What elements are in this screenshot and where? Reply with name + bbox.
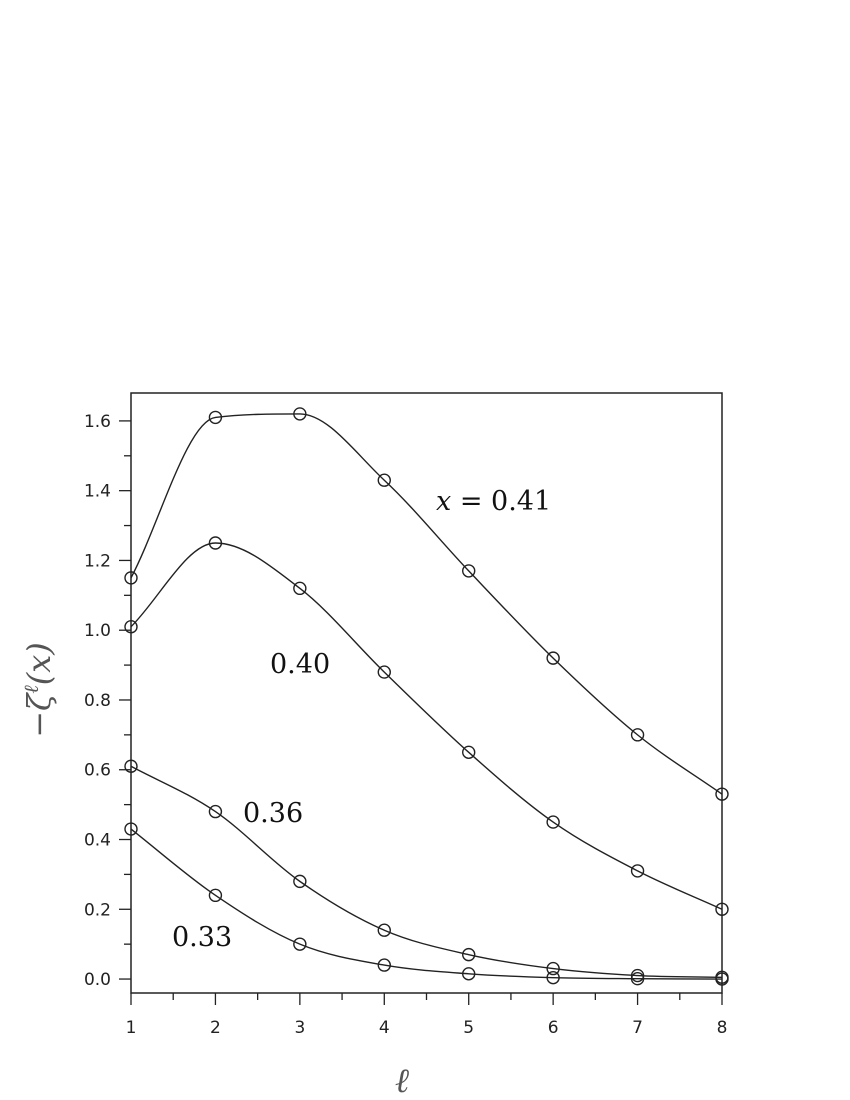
y-axis-title-tail: (x) [20,642,58,685]
series-label-0.36: 0.36 [243,798,303,829]
data-point-s2-x5 [462,947,476,962]
x-tick-label-5: 5 [463,1018,474,1038]
y-axis-ticks: 0.0 0.2 0.4 0.6 0.8 1.0 1.2 1.4 1.6 [84,412,131,990]
series-line-3 [130,828,723,980]
data-point-s0-x6 [546,651,560,665]
data-point-s0-x1 [124,571,138,585]
x-tick-label-7: 7 [632,1018,643,1038]
data-point-s0-x3 [293,407,307,421]
data-point-s3-x7 [630,971,645,986]
series-label-0.41: x = 0.41 [436,486,551,517]
x-tick-label-8: 8 [717,1018,728,1038]
x-tick-label-1: 1 [126,1018,137,1038]
data-point-s1-x6 [546,815,560,829]
y-axis-title-main: −ζ [20,692,58,738]
data-point-s2-x4 [377,923,391,937]
y-tick-label-1.0: 1.0 [84,621,111,641]
x-tick-label-4: 4 [379,1018,390,1038]
data-point-s1-x1 [124,620,138,634]
y-tick-label-1.4: 1.4 [84,482,111,502]
data-point-s0-x4 [377,473,391,487]
series-label-0.40: 0.40 [270,649,330,680]
data-point-s3-x3 [293,937,307,951]
y-tick-label-0.2: 0.2 [84,900,111,920]
y-tick-label-0.6: 0.6 [84,761,111,781]
y-tick-label-1.2: 1.2 [84,551,111,571]
series-markers [124,407,729,986]
x-tick-label-6: 6 [548,1018,559,1038]
data-point-s2-x3 [293,874,307,889]
data-point-s2-x6 [546,961,560,976]
data-point-s3-x4 [377,958,391,972]
series-line-2 [130,765,723,978]
data-point-s2-x1 [124,759,138,773]
data-point-s2-x2 [208,804,223,819]
data-point-s1-x8 [715,902,729,916]
x-tick-label-3: 3 [294,1018,305,1038]
data-point-s0-x8 [715,787,729,801]
data-point-s1-x2 [208,536,223,550]
data-point-s2-x7 [630,968,645,983]
data-point-s1-x5 [462,745,476,760]
data-point-s3-x5 [462,967,476,981]
data-point-s3-x6 [546,970,560,985]
y-tick-label-0.8: 0.8 [84,691,111,711]
y-tick-label-0.4: 0.4 [84,831,111,851]
data-point-s3-x2 [208,888,223,903]
x-tick-label-2: 2 [210,1018,221,1038]
data-point-s1-x7 [630,864,645,878]
data-point-s0-x5 [462,564,476,578]
data-point-s1-x4 [377,665,391,679]
y-tick-label-1.6: 1.6 [84,412,111,432]
data-point-s3-x8 [715,972,729,986]
x-axis-ticks: 1 2 3 4 5 6 7 8 [126,993,728,1038]
data-point-s3-x1 [124,822,138,836]
series-line-0 [130,413,723,795]
x-axis-title: ℓ [395,1061,409,1100]
y-tick-label-0.0: 0.0 [84,970,111,990]
series-curves [130,413,723,980]
data-point-s0-x2 [208,410,223,425]
y-axis-title: −ζℓ(x) [19,642,58,738]
series-line-1 [130,542,723,910]
y-axis-title-sup: ℓ [19,685,43,694]
data-point-s1-x3 [293,581,307,596]
plot-frame [130,392,723,994]
series-label-0.33: 0.33 [172,922,232,953]
data-point-s0-x7 [630,728,645,742]
